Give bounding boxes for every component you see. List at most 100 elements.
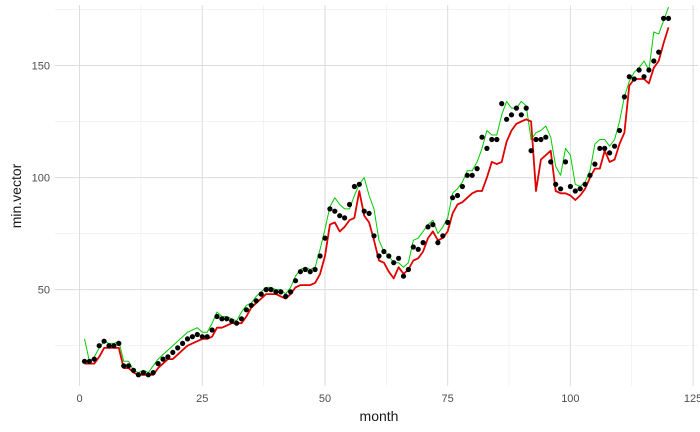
data-point — [518, 112, 524, 118]
x-axis-title: month — [360, 408, 399, 424]
data-point — [253, 298, 259, 304]
data-point — [273, 289, 279, 295]
data-point — [238, 316, 245, 322]
data-point — [562, 159, 569, 165]
data-point — [548, 159, 554, 165]
data-point — [165, 354, 171, 360]
data-point — [224, 316, 230, 322]
data-point — [170, 349, 176, 355]
data-point — [567, 183, 574, 190]
data-point — [130, 367, 137, 373]
data-point — [351, 183, 357, 190]
data-point — [297, 269, 303, 275]
data-point — [184, 336, 191, 342]
data-point — [268, 287, 274, 293]
data-point — [508, 112, 515, 118]
y-tick-labels: 50 100 150 — [32, 61, 50, 297]
data-point — [636, 67, 642, 73]
data-point — [386, 253, 392, 259]
data-point — [116, 340, 122, 346]
data-point — [111, 343, 117, 349]
data-point — [504, 116, 510, 122]
data-point — [381, 248, 387, 255]
data-point — [513, 105, 520, 111]
data-point — [214, 313, 220, 320]
data-point — [180, 340, 186, 346]
x-tick-labels: 0 25 50 75 100 125 — [76, 393, 700, 405]
data-point — [665, 15, 672, 21]
data-point — [612, 143, 618, 149]
data-point — [597, 145, 603, 151]
data-point — [278, 289, 284, 295]
data-point — [106, 343, 112, 349]
data-point — [572, 188, 578, 194]
data-point — [420, 240, 426, 246]
data-point — [288, 289, 294, 295]
data-point — [415, 246, 421, 252]
data-point — [243, 307, 249, 313]
data-point — [577, 186, 583, 192]
data-point — [263, 287, 269, 293]
data-point — [155, 361, 161, 367]
data-point — [587, 172, 593, 178]
data-point — [499, 101, 505, 107]
data-point — [489, 136, 495, 143]
data-point — [459, 183, 465, 190]
data-point — [651, 58, 657, 64]
data-point — [558, 186, 564, 192]
data-point — [199, 334, 205, 340]
y-axis-title: min.vector — [8, 163, 24, 228]
data-point — [312, 266, 318, 273]
data-point — [454, 192, 461, 199]
data-point — [430, 222, 436, 228]
grid — [55, 5, 698, 386]
data-point — [81, 358, 88, 364]
data-point — [450, 195, 456, 201]
data-point — [474, 166, 480, 172]
y-tick-label: 150 — [32, 61, 50, 73]
data-point — [96, 343, 102, 349]
series-layer — [84, 7, 670, 376]
data-point — [219, 316, 225, 322]
data-point — [356, 181, 362, 187]
data-point — [553, 181, 559, 187]
data-point — [140, 370, 146, 376]
data-point — [101, 338, 107, 344]
data-point — [135, 372, 141, 378]
data-point — [91, 356, 97, 362]
data-point — [621, 94, 628, 100]
data-point — [342, 215, 348, 221]
data-point — [494, 136, 500, 143]
data-point — [337, 213, 343, 219]
data-point — [175, 345, 181, 351]
data-point — [366, 210, 372, 216]
red-series-line — [84, 27, 670, 376]
data-point — [592, 161, 598, 167]
green-series-line — [84, 7, 669, 374]
data-point — [332, 208, 338, 214]
data-point — [661, 15, 667, 21]
data-point — [317, 253, 323, 259]
data-point — [160, 356, 166, 362]
data-point — [302, 266, 308, 273]
data-point — [194, 331, 200, 338]
data-point — [464, 172, 470, 178]
data-point — [371, 233, 377, 239]
data-point — [405, 266, 411, 273]
x-tick-label: 125 — [684, 393, 700, 405]
data-point — [445, 219, 451, 225]
data-point — [327, 206, 333, 212]
data-point — [322, 235, 328, 241]
data-point — [86, 358, 92, 364]
data-point — [234, 320, 240, 326]
data-point — [631, 76, 637, 82]
data-point — [582, 181, 588, 187]
data-point — [307, 269, 313, 275]
data-point — [479, 134, 485, 140]
x-tick-label: 25 — [196, 393, 208, 405]
data-point — [396, 255, 402, 261]
data-point — [484, 145, 490, 151]
data-point — [602, 145, 608, 151]
x-tick-label: 50 — [319, 393, 331, 405]
data-point — [616, 127, 623, 134]
